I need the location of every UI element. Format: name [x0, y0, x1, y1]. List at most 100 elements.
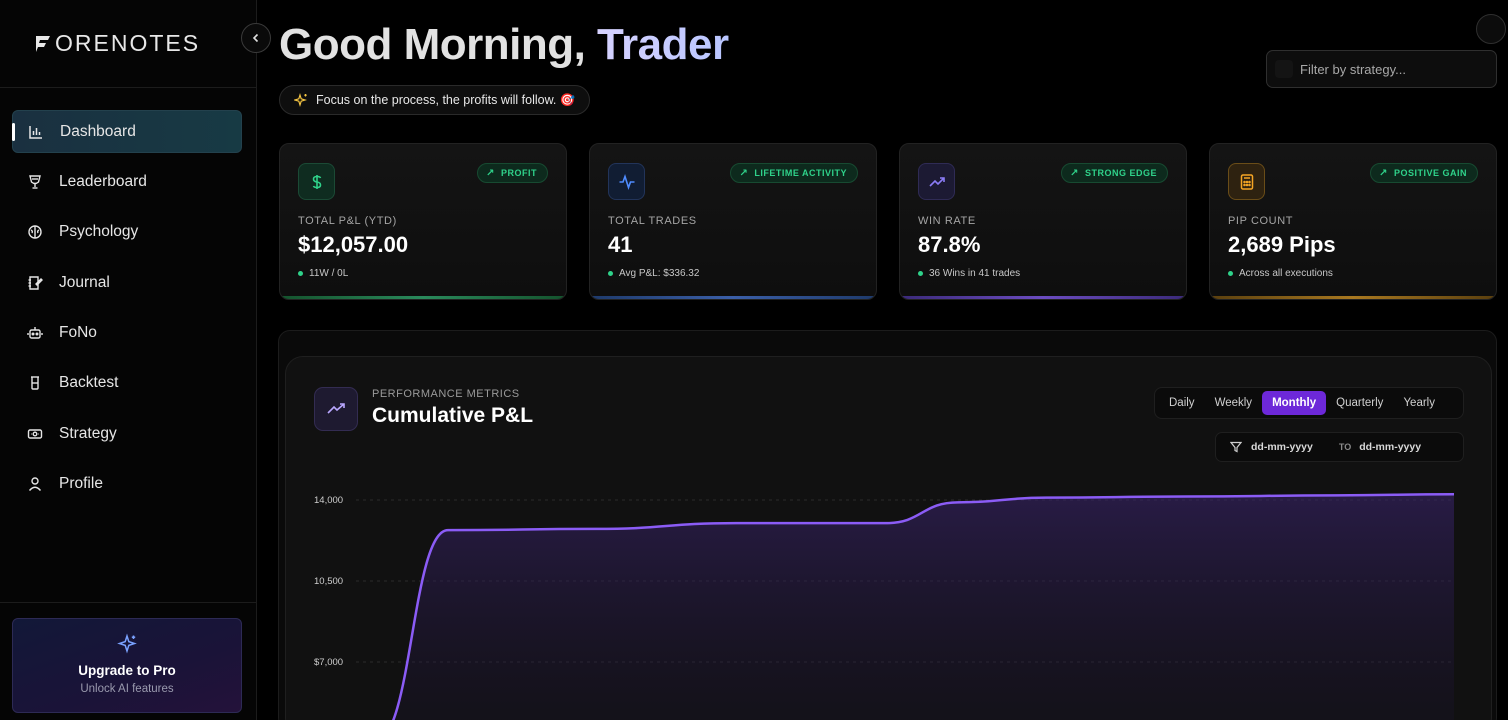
activity-icon — [608, 163, 645, 200]
quote-text: Focus on the process, the profits will f… — [316, 92, 576, 107]
sidebar-item-leaderboard[interactable]: Leaderboard — [12, 160, 242, 203]
card-accent-bar — [590, 296, 876, 299]
sidebar-item-psychology[interactable]: Psychology — [12, 211, 242, 254]
bot-icon — [26, 324, 44, 342]
chevron-left-icon — [252, 33, 259, 43]
badge-text: PROFIT — [501, 168, 537, 178]
sidebar-item-dashboard[interactable]: Dashboard — [12, 110, 242, 153]
page-title: Good Morning, Trader — [279, 20, 729, 70]
status-badge: ↗ LIFETIME ACTIVITY — [730, 163, 858, 183]
status-dot — [1228, 271, 1233, 276]
upgrade-to-pro-button[interactable]: Upgrade to Pro Unlock AI features — [12, 618, 242, 713]
stat-subtext-label: 11W / 0L — [309, 268, 349, 279]
sidebar: ORENOTES Dashboard Leaderboard Psycholog… — [0, 0, 257, 720]
stat-card-win-rate: ↗ STRONG EDGE WIN RATE 87.8% 36 Wins in 4… — [899, 143, 1187, 300]
chart-area-fill — [393, 494, 1454, 720]
tab-yearly[interactable]: Yearly — [1403, 397, 1435, 409]
strategy-filter-input[interactable]: Filter by strategy... — [1266, 50, 1497, 88]
sidebar-item-label: Journal — [59, 273, 110, 291]
upgrade-title: Upgrade to Pro — [78, 663, 176, 678]
sidebar-nav: Dashboard Leaderboard Psychology Journal… — [12, 110, 242, 513]
sidebar-item-label: Leaderboard — [59, 172, 147, 190]
tab-quarterly[interactable]: Quarterly — [1336, 397, 1384, 409]
stat-card-pip-count: ↗ POSITIVE GAIN PIP COUNT 2,689 Pips Acro… — [1209, 143, 1497, 300]
stat-card-total-pnl: ↗ PROFIT TOTAL P&L (YTD) $12,057.00 11W /… — [279, 143, 567, 300]
calculator-icon — [1228, 163, 1265, 200]
stat-subtext: 11W / 0L — [298, 268, 348, 279]
y-tick-label: 10,500 — [314, 576, 343, 587]
sidebar-item-journal[interactable]: Journal — [12, 261, 242, 304]
chart-kicker: PERFORMANCE METRICS — [372, 388, 520, 400]
greeting-name: Trader — [597, 20, 729, 69]
sidebar-footer: Upgrade to Pro Unlock AI features — [0, 602, 257, 720]
dollar-icon — [298, 163, 335, 200]
collapse-sidebar-button[interactable] — [241, 23, 271, 53]
card-accent-bar — [900, 296, 1186, 299]
stat-card-total-trades: ↗ LIFETIME ACTIVITY TOTAL TRADES 41 Avg P… — [589, 143, 877, 300]
logo-row: ORENOTES — [0, 0, 256, 88]
sidebar-item-label: FoNo — [59, 324, 97, 342]
sparkles-icon — [117, 633, 137, 654]
brain-icon — [26, 223, 44, 241]
status-badge: ↗ PROFIT — [477, 163, 548, 183]
status-dot — [298, 271, 303, 276]
logo-mark-icon — [36, 35, 50, 52]
stat-value: 41 — [608, 232, 633, 257]
y-tick-label: 14,000 — [314, 495, 343, 506]
stat-subtext: Across all executions — [1228, 268, 1333, 279]
flask-icon — [26, 374, 44, 392]
trophy-icon — [26, 173, 44, 191]
stat-label: TOTAL P&L (YTD) — [298, 215, 397, 227]
stat-value: 2,689 Pips — [1228, 232, 1336, 257]
journal-icon — [26, 274, 44, 292]
status-badge: ↗ STRONG EDGE — [1061, 163, 1168, 183]
sidebar-item-fono[interactable]: FoNo — [12, 312, 242, 355]
tab-weekly[interactable]: Weekly — [1214, 397, 1253, 409]
sidebar-item-label: Dashboard — [60, 122, 136, 140]
cumulative-pnl-panel: 14,000 10,500 $7,000 PERFORMANCE METRICS C… — [285, 356, 1492, 720]
status-badge: ↗ POSITIVE GAIN — [1370, 163, 1478, 183]
tab-monthly[interactable]: Monthly — [1262, 391, 1327, 415]
cumulative-pnl-chart: 14,000 10,500 $7,000 — [314, 492, 1455, 720]
date-range-filter: dd-mm-yyyy TO dd-mm-yyyy — [1215, 432, 1464, 462]
status-dot — [918, 271, 923, 276]
sidebar-item-label: Psychology — [59, 223, 139, 241]
logo-text: ORENOTES — [55, 30, 201, 56]
avatar[interactable] — [1476, 14, 1506, 44]
filter-icon — [1275, 60, 1293, 78]
user-icon — [26, 475, 44, 493]
bar-chart-icon — [27, 123, 45, 141]
tab-daily[interactable]: Daily — [1169, 397, 1195, 409]
trending-up-icon — [314, 387, 358, 431]
stat-subtext-label: 36 Wins in 41 trades — [929, 268, 1021, 279]
period-tabs: Daily Weekly Monthly Quarterly Yearly — [1154, 387, 1464, 419]
trending-up-icon — [918, 163, 955, 200]
sidebar-item-strategy[interactable]: Strategy — [12, 412, 242, 455]
sidebar-item-profile[interactable]: Profile — [12, 463, 242, 506]
sidebar-item-backtest[interactable]: Backtest — [12, 362, 242, 405]
filter-icon — [1230, 441, 1242, 453]
stat-subtext-label: Across all executions — [1239, 268, 1333, 279]
badge-text: LIFETIME ACTIVITY — [754, 168, 847, 178]
stat-label: WIN RATE — [918, 215, 976, 227]
app-logo[interactable]: ORENOTES — [32, 30, 200, 57]
sidebar-item-label: Profile — [59, 475, 103, 493]
badge-text: STRONG EDGE — [1084, 168, 1157, 178]
sidebar-item-label: Strategy — [59, 424, 117, 442]
upgrade-subtitle: Unlock AI features — [80, 683, 174, 695]
stat-subtext: 36 Wins in 41 trades — [918, 268, 1020, 279]
banknote-icon — [26, 425, 44, 443]
chart-series-line — [391, 492, 1455, 720]
card-accent-bar — [280, 296, 566, 299]
date-to-input[interactable]: dd-mm-yyyy — [1359, 441, 1422, 453]
chart-title: Cumulative P&L — [372, 404, 534, 427]
strategy-filter-placeholder: Filter by strategy... — [1300, 61, 1406, 77]
stat-label: TOTAL TRADES — [608, 215, 697, 227]
status-dot — [608, 271, 613, 276]
motivational-quote: Focus on the process, the profits will f… — [279, 85, 591, 115]
date-from-input[interactable]: dd-mm-yyyy — [1251, 441, 1313, 453]
badge-text: POSITIVE GAIN — [1393, 168, 1467, 178]
stat-value: $12,057.00 — [298, 232, 409, 257]
y-tick-label: $7,000 — [314, 657, 343, 668]
card-accent-bar — [1210, 296, 1496, 299]
